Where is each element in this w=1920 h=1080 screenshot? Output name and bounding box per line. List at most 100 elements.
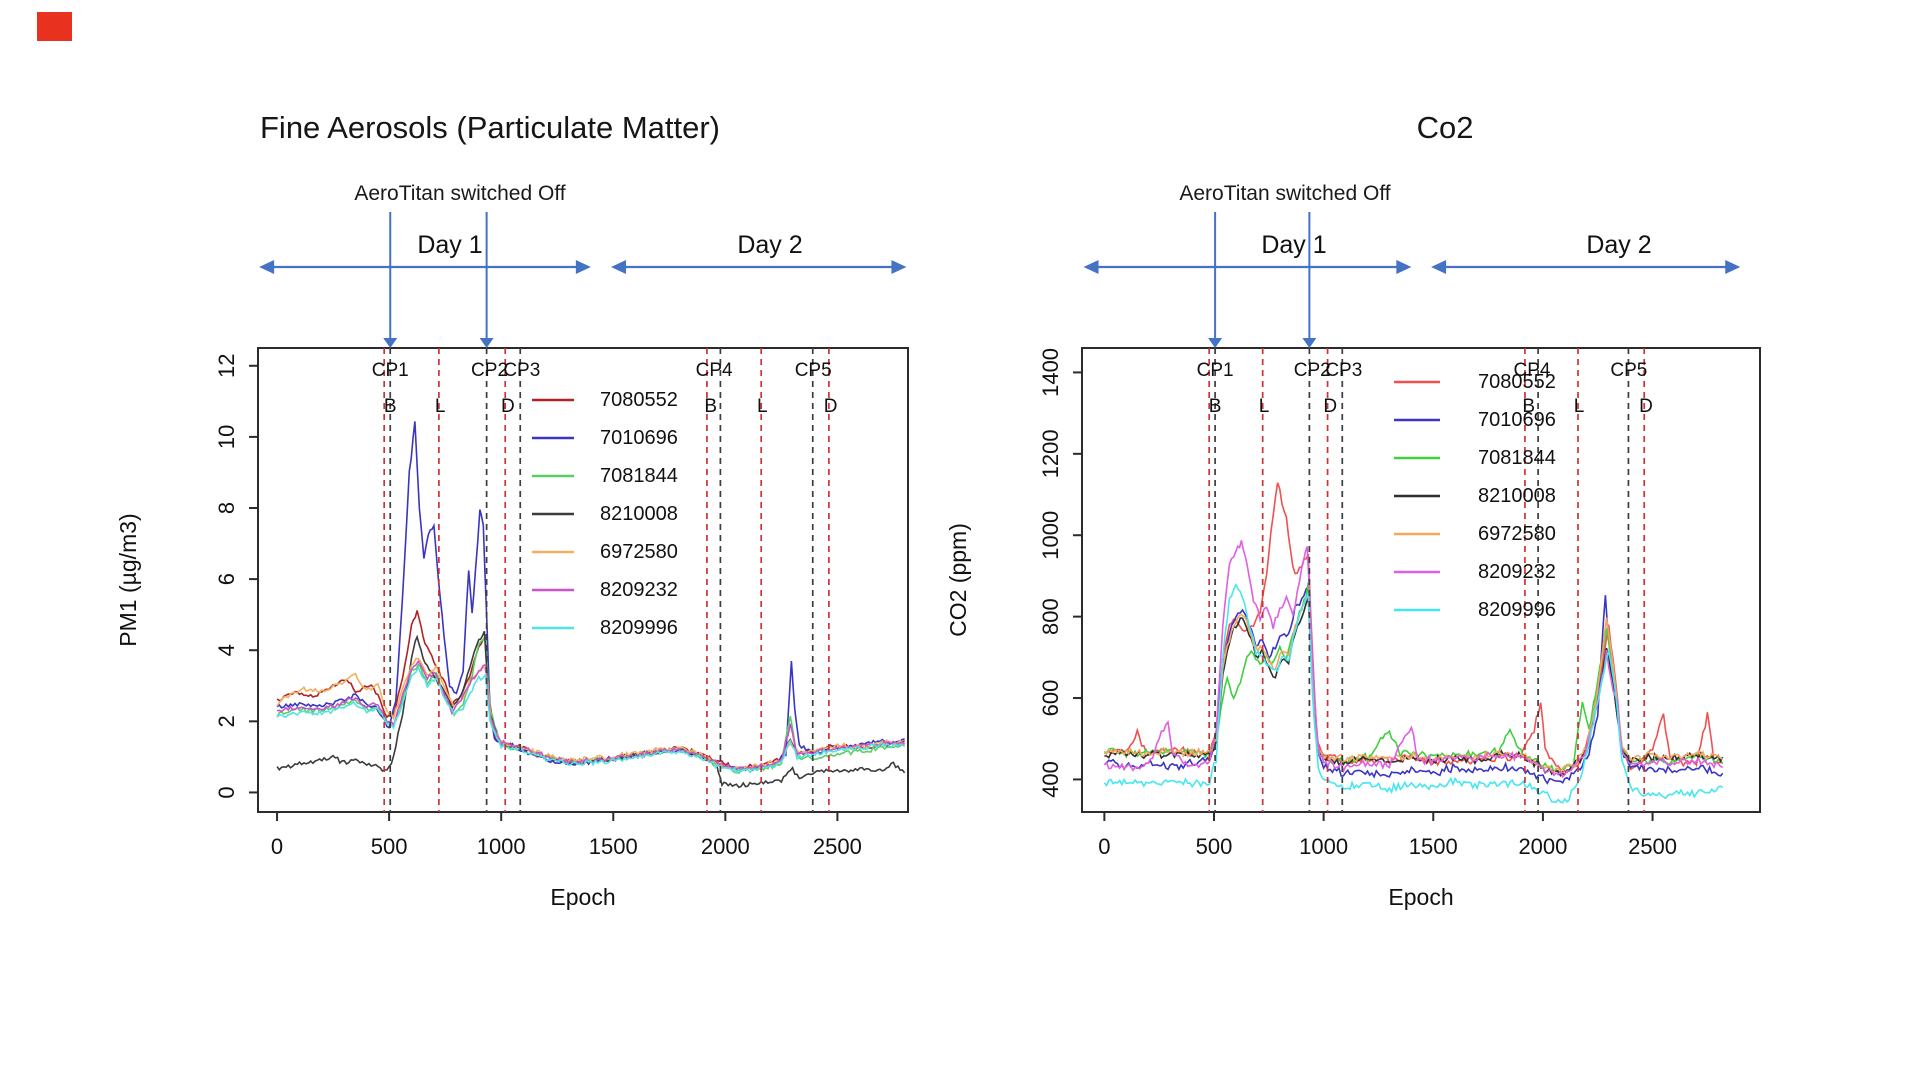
series-line-8209232 xyxy=(276,659,906,771)
x-tick-label: 0 xyxy=(271,834,283,859)
arrowhead-down-icon xyxy=(1208,338,1223,348)
x-tick-label: 2500 xyxy=(1628,834,1677,859)
chart-title-pm1: Fine Aerosols (Particulate Matter) xyxy=(259,110,721,145)
legend-label-8209232: 8209232 xyxy=(1478,561,1556,583)
meal-label: D xyxy=(1323,396,1337,417)
x-tick-label: 2000 xyxy=(701,834,750,859)
cp-label: CP2 xyxy=(1294,360,1331,381)
y-tick-label: 6 xyxy=(214,573,239,585)
legend-label-8209232: 8209232 xyxy=(600,579,678,601)
series-group xyxy=(276,421,906,789)
arrowhead-left-icon xyxy=(1431,260,1447,274)
arrowhead-left-icon xyxy=(1083,260,1099,274)
cp-label: CP5 xyxy=(1610,360,1647,381)
arrowhead-left-icon xyxy=(259,260,275,274)
x-tick-label: 2500 xyxy=(813,834,862,859)
day1-label-right: Day 1 xyxy=(1261,231,1327,259)
y-tick-label: 2 xyxy=(214,715,239,727)
arrowhead-down-icon xyxy=(479,338,494,348)
series-line-6972580 xyxy=(1103,592,1724,774)
cp-label: CP2 xyxy=(471,360,508,381)
day1-label-left: Day 1 xyxy=(417,231,483,259)
y-tick-label: 8 xyxy=(214,502,239,514)
y-tick-label: 400 xyxy=(1038,761,1063,798)
y-axis-label: CO2 (ppm) xyxy=(945,523,971,637)
meal-label: B xyxy=(384,396,397,417)
red-marker xyxy=(37,12,72,41)
cp-label: CP1 xyxy=(372,360,409,381)
day2-label-right: Day 2 xyxy=(1586,231,1652,259)
arrowhead-left-icon xyxy=(611,260,627,274)
legend-label-7010696: 7010696 xyxy=(600,427,678,449)
y-tick-label: 4 xyxy=(214,644,239,656)
arrowhead-down-icon xyxy=(383,338,398,348)
series-line-7010696 xyxy=(276,421,905,772)
legend-label-7081844: 7081844 xyxy=(1478,447,1556,469)
y-tick-label: 10 xyxy=(214,425,239,449)
y-tick-label: 1000 xyxy=(1038,511,1063,560)
cp-label: CP4 xyxy=(696,360,733,381)
arrowhead-right-icon xyxy=(1396,260,1412,274)
x-tick-label: 1000 xyxy=(1299,834,1348,859)
cp-label: CP3 xyxy=(1325,360,1362,381)
x-tick-label: 0 xyxy=(1098,834,1110,859)
y-tick-label: 12 xyxy=(214,354,239,378)
cp-label: CP1 xyxy=(1197,360,1234,381)
annotation-aerotitan-left: AeroTitan switched Off xyxy=(354,182,566,205)
x-tick-label: 500 xyxy=(371,834,408,859)
meal-label: B xyxy=(704,396,717,417)
x-axis-label: Epoch xyxy=(550,884,615,910)
y-tick-label: 1400 xyxy=(1038,348,1063,397)
legend-label-8209996: 8209996 xyxy=(600,617,678,639)
meal-label: L xyxy=(435,396,446,417)
legend-label-7010696: 7010696 xyxy=(1478,409,1556,431)
x-tick-label: 1500 xyxy=(589,834,638,859)
series-line-8209996 xyxy=(276,665,905,775)
meal-label: L xyxy=(1574,396,1585,417)
plot-box xyxy=(1081,347,1761,813)
arrowhead-right-icon xyxy=(575,260,591,274)
series-line-8209996 xyxy=(1103,582,1724,804)
cp-label: CP3 xyxy=(503,360,540,381)
legend-label-8209996: 8209996 xyxy=(1478,599,1556,621)
annotation-aerotitan-right: AeroTitan switched Off xyxy=(1179,182,1391,205)
legend-label-6972580: 6972580 xyxy=(600,541,678,563)
series-line-8209232 xyxy=(1103,540,1723,779)
y-axis-label: PM1 (µg/m3) xyxy=(115,513,141,646)
x-tick-label: 2000 xyxy=(1518,834,1567,859)
legend-label-8210008: 8210008 xyxy=(1478,485,1556,507)
y-tick-label: 600 xyxy=(1038,680,1063,717)
meal-label: D xyxy=(1639,396,1653,417)
legend-label-7080552: 7080552 xyxy=(1478,371,1556,393)
chart-title-co2: Co2 xyxy=(1416,110,1474,145)
meal-label: D xyxy=(824,396,838,417)
legend-label-6972580: 6972580 xyxy=(1478,523,1556,545)
x-tick-label: 1000 xyxy=(477,834,526,859)
meal-label: L xyxy=(757,396,768,417)
x-tick-label: 500 xyxy=(1196,834,1233,859)
x-tick-label: 1500 xyxy=(1409,834,1458,859)
arrowhead-right-icon xyxy=(1725,260,1741,274)
series-line-8210008 xyxy=(1104,597,1724,777)
y-tick-label: 1200 xyxy=(1038,429,1063,478)
cp-label: CP4 xyxy=(1513,360,1550,381)
plot-box xyxy=(257,347,909,813)
legend-label-8210008: 8210008 xyxy=(600,503,678,525)
day2-label-left: Day 2 xyxy=(737,231,803,259)
legend-label-7081844: 7081844 xyxy=(600,465,678,487)
cp-label: CP5 xyxy=(795,360,832,381)
legend-label-7080552: 7080552 xyxy=(600,389,678,411)
y-tick-label: 0 xyxy=(214,786,239,798)
meal-label: D xyxy=(501,396,515,417)
series-group xyxy=(1103,482,1724,804)
arrowhead-down-icon xyxy=(1302,338,1317,348)
series-line-7080552 xyxy=(1104,482,1724,774)
y-tick-label: 800 xyxy=(1038,598,1063,635)
x-axis-label: Epoch xyxy=(1388,884,1453,910)
meal-label: B xyxy=(1209,396,1222,417)
arrowhead-right-icon xyxy=(891,260,907,274)
meal-label: L xyxy=(1259,396,1270,417)
meal-label: B xyxy=(1522,396,1535,417)
